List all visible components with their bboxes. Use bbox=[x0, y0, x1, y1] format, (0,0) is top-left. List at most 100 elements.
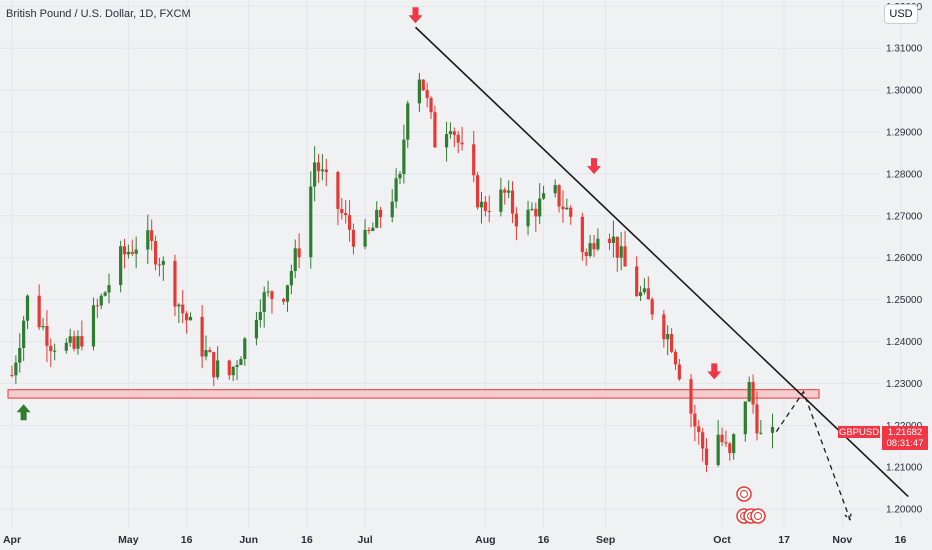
bar-countdown: 08:31:47 bbox=[886, 438, 924, 449]
candle-body bbox=[565, 207, 569, 210]
candle-body bbox=[161, 260, 165, 265]
candle-body bbox=[344, 213, 348, 216]
candle-body bbox=[231, 366, 235, 376]
candle-body bbox=[80, 336, 84, 347]
candle-body bbox=[732, 434, 736, 454]
price-tick-label: 1.30000 bbox=[886, 86, 923, 97]
candle-body bbox=[313, 162, 317, 187]
candle-body bbox=[557, 185, 561, 207]
candle-body bbox=[262, 292, 266, 312]
last-price: 1.21682 bbox=[887, 427, 923, 438]
support-zone-layer bbox=[7, 389, 820, 399]
candle-body bbox=[398, 173, 402, 179]
candle-body bbox=[662, 314, 666, 340]
candle-body bbox=[282, 298, 286, 302]
chart-title: British Pound / U.S. Dollar, 1D, FXCM bbox=[6, 8, 191, 20]
candle-body bbox=[569, 207, 573, 217]
event-flag-icon bbox=[750, 508, 766, 524]
candle-body bbox=[433, 112, 437, 148]
time-tick-label: Oct bbox=[713, 534, 731, 546]
candle-body bbox=[429, 97, 433, 113]
candle-body bbox=[10, 375, 14, 377]
currency-button[interactable]: USD bbox=[884, 4, 918, 24]
candle-body bbox=[227, 360, 231, 376]
candle-body bbox=[254, 319, 259, 339]
candle-body bbox=[755, 404, 759, 434]
candle-body bbox=[76, 336, 80, 349]
candle-body bbox=[561, 206, 565, 210]
candle-body bbox=[188, 316, 193, 321]
candle-body bbox=[91, 305, 96, 347]
last-price-badge: 1.21682 08:31:47 bbox=[882, 426, 928, 450]
candle-body bbox=[487, 210, 491, 212]
event-flag-inner-icon bbox=[754, 512, 762, 520]
price-tick-label: 1.24000 bbox=[886, 337, 923, 348]
candle-body bbox=[367, 230, 371, 232]
candle-body bbox=[596, 238, 600, 250]
candle-body bbox=[460, 142, 464, 145]
candle-body bbox=[130, 251, 134, 254]
time-tick-label: 16 bbox=[301, 534, 313, 546]
price-tick-label: 1.27000 bbox=[886, 211, 923, 222]
candle-body bbox=[122, 246, 127, 255]
candle-body bbox=[534, 208, 538, 217]
candle-body bbox=[704, 448, 709, 466]
candle-body bbox=[243, 338, 247, 360]
price-tick-label: 1.21000 bbox=[886, 463, 923, 474]
candle-body bbox=[673, 351, 678, 365]
candle-body bbox=[316, 162, 321, 172]
candle-body bbox=[14, 362, 18, 376]
candle-body bbox=[670, 334, 674, 352]
candle-body bbox=[293, 248, 297, 271]
time-tick-label: Sep bbox=[596, 534, 615, 546]
candle-body bbox=[476, 175, 480, 208]
up-arrow-icon bbox=[16, 404, 31, 421]
candle-body bbox=[444, 134, 449, 148]
candle-body bbox=[584, 252, 588, 256]
candle-body bbox=[635, 266, 639, 297]
candle-body bbox=[751, 381, 755, 405]
markers-layer bbox=[16, 7, 722, 421]
candle-body bbox=[701, 432, 705, 449]
candle-body bbox=[402, 139, 406, 174]
candle-body bbox=[553, 185, 557, 194]
candle-body bbox=[716, 434, 720, 466]
candle-body bbox=[483, 201, 487, 211]
candle-body bbox=[68, 336, 72, 343]
candle-body bbox=[619, 246, 623, 258]
down-arrow-icon bbox=[707, 363, 722, 380]
candle-body bbox=[728, 443, 732, 454]
time-tick-label: Jun bbox=[239, 534, 258, 546]
candle-body bbox=[759, 432, 763, 434]
time-tick-label: 16 bbox=[538, 534, 550, 546]
candle-body bbox=[103, 292, 107, 296]
time-tick-label: May bbox=[118, 534, 139, 546]
price-tick-label: 1.26000 bbox=[886, 253, 923, 264]
candle-body bbox=[611, 236, 615, 243]
candle-body bbox=[456, 134, 460, 143]
candle-body bbox=[375, 209, 379, 228]
price-tick-label: 1.23000 bbox=[886, 379, 923, 390]
candle-body bbox=[49, 345, 53, 352]
candle-body bbox=[134, 249, 138, 254]
time-axis: Apr May 16 Jun 16 Jul Aug 16 Sep Oct 17 Nov 16 bbox=[3, 534, 907, 546]
grid-lines bbox=[0, 0, 902, 528]
support-zone bbox=[7, 389, 820, 399]
candle-body bbox=[157, 264, 162, 266]
time-tick-label: Nov bbox=[832, 534, 852, 546]
candle-body bbox=[720, 434, 724, 443]
candle-body bbox=[185, 313, 189, 321]
candle-body bbox=[607, 238, 612, 243]
candle-body bbox=[119, 246, 123, 286]
candle-body bbox=[285, 285, 290, 302]
candle-body bbox=[324, 169, 328, 173]
candle-body bbox=[95, 305, 99, 307]
projection-arrowhead bbox=[844, 512, 852, 521]
time-tick-label: 16 bbox=[895, 534, 907, 546]
candle-body bbox=[99, 295, 103, 306]
candle-body bbox=[677, 364, 681, 380]
candle-body bbox=[747, 381, 751, 402]
candle-body bbox=[266, 291, 270, 293]
candle-body bbox=[270, 291, 274, 299]
